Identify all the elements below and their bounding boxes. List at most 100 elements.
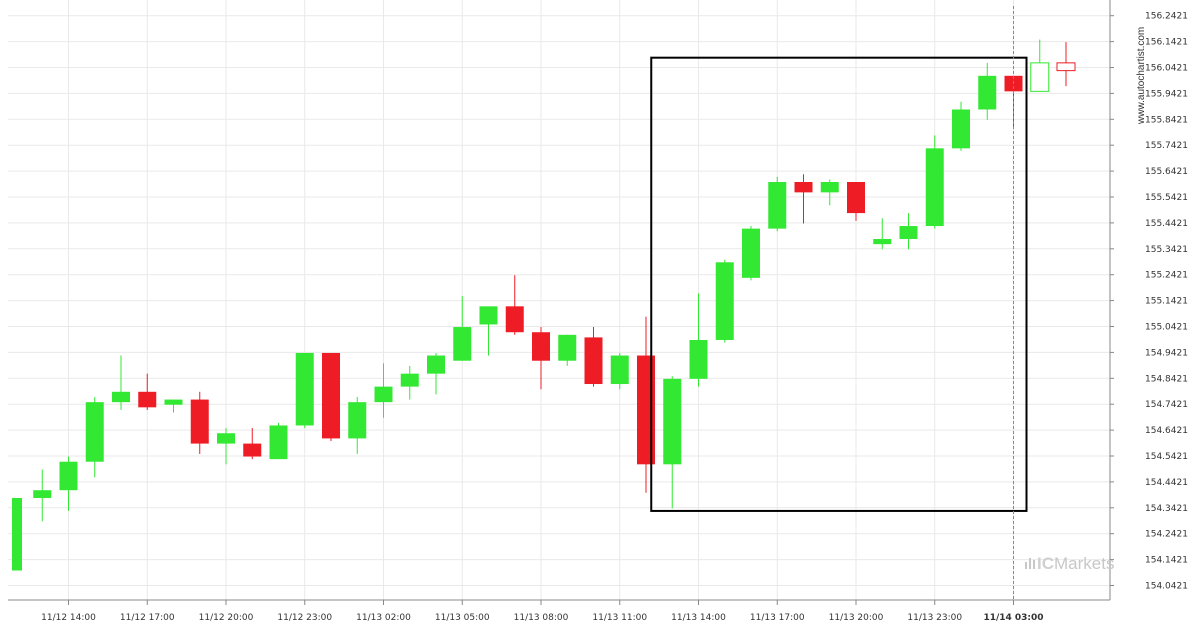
y-tick-label: 155.5421: [1145, 193, 1188, 203]
candle-body: [217, 433, 235, 444]
candle-body: [85, 402, 104, 462]
x-tick-label: 11/12 17:00: [120, 613, 175, 623]
x-tick-label: 11/13 02:00: [356, 613, 411, 623]
candle-body: [820, 182, 839, 193]
candle: [217, 428, 235, 465]
y-tick-label: 154.4421: [1145, 478, 1188, 488]
candle-body: [532, 332, 550, 361]
candle-body: [925, 148, 944, 227]
y-tick-label: 155.6421: [1145, 167, 1188, 177]
y-tick-label: 156.0421: [1145, 64, 1188, 74]
candle: [742, 226, 760, 281]
candle: [925, 135, 944, 229]
candle-body: [584, 337, 603, 385]
candle: [532, 327, 550, 390]
candle: [637, 316, 655, 493]
y-tick-label: 155.7421: [1145, 141, 1188, 151]
y-tick-label: 156.2421: [1145, 12, 1188, 22]
x-tick-label: 11/13 05:00: [435, 613, 490, 623]
y-tick-label: 156.1421: [1145, 38, 1188, 48]
candle: [899, 213, 918, 250]
candle: [164, 399, 183, 413]
x-tick-label: 11/12 23:00: [277, 613, 332, 623]
candle-body: [164, 399, 183, 405]
y-axis-ticks: 156.2421 156.1421 156.0421 155.9421 155.8421…: [1110, 12, 1188, 592]
candle: [400, 365, 419, 400]
candle-body: [243, 443, 262, 457]
candle: [610, 352, 629, 390]
candle: [505, 275, 524, 335]
candle-body: [715, 262, 734, 340]
y-tick-label: 155.2421: [1145, 271, 1188, 281]
candle-body: [505, 306, 524, 333]
candle: [584, 327, 603, 387]
candle-body: [33, 490, 52, 498]
candle: [348, 396, 367, 454]
candle: [1030, 39, 1050, 92]
candle-body: [610, 355, 629, 385]
candle: [85, 396, 104, 478]
candle-body: [742, 228, 760, 278]
x-axis-ticks: 11/12 14:00 11/12 17:00 11/12 20:00 11/12 2…: [41, 600, 1044, 623]
candle: [847, 182, 865, 221]
x-tick-label: 11/13 23:00: [907, 613, 962, 623]
candle: [59, 456, 78, 511]
candle-body: [479, 306, 498, 325]
candle: [374, 363, 393, 418]
y-tick-label: 154.6421: [1145, 426, 1188, 436]
candle-body: [952, 109, 970, 149]
candle-body: [794, 182, 813, 193]
y-tick-label: 154.7421: [1145, 400, 1188, 410]
candles: [12, 39, 1076, 571]
candle-body: [453, 327, 472, 361]
candle: [427, 352, 445, 395]
candle-body: [374, 386, 393, 403]
candle-body: [873, 238, 892, 245]
brand-ic: IC: [1037, 554, 1054, 573]
candle-body: [348, 402, 367, 439]
candle: [978, 62, 997, 120]
candle: [820, 179, 839, 206]
candle: [715, 259, 734, 343]
candle-body: [59, 461, 78, 491]
y-tick-label: 155.8421: [1145, 115, 1188, 125]
pattern-box: [650, 56, 1028, 512]
candle-body: [689, 339, 708, 379]
candle-body: [400, 373, 419, 387]
candle-body: [1056, 62, 1076, 72]
candle: [558, 334, 577, 366]
candle: [873, 218, 892, 250]
x-tick-label: 11/13 20:00: [829, 613, 884, 623]
candle-body: [663, 378, 682, 465]
candle-body: [899, 226, 918, 239]
candle: [295, 352, 314, 429]
candle: [190, 391, 209, 454]
candle-body: [847, 182, 865, 214]
candle: [794, 174, 813, 224]
candle: [269, 422, 288, 460]
candle: [1056, 42, 1076, 87]
y-tick-label: 154.1421: [1145, 556, 1188, 566]
y-tick-label: 155.4421: [1145, 219, 1188, 229]
y-tick-label: 155.3421: [1145, 245, 1188, 255]
candle: [952, 101, 970, 151]
candle-body: [558, 334, 577, 361]
candle-body: [427, 355, 445, 374]
y-tick-label: 154.5421: [1145, 452, 1188, 462]
y-tick-label: 154.3421: [1145, 504, 1188, 514]
svg-text:ICMarkets: ICMarkets: [1037, 554, 1114, 573]
candle: [112, 355, 130, 410]
candle-body: [12, 497, 22, 571]
y-tick-label: 155.1421: [1145, 297, 1188, 307]
candle: [138, 373, 157, 410]
x-tick-label: 11/14 03:00: [983, 613, 1043, 623]
candle-body: [269, 425, 288, 460]
y-tick-label: 154.9421: [1145, 348, 1188, 358]
candle-body: [190, 399, 209, 444]
candle-body: [138, 391, 157, 408]
candle-body: [322, 352, 340, 439]
x-tick-label: 11/13 17:00: [750, 613, 805, 623]
candle: [479, 306, 498, 356]
watermark-text: www.autochartist.com: [1136, 27, 1147, 125]
